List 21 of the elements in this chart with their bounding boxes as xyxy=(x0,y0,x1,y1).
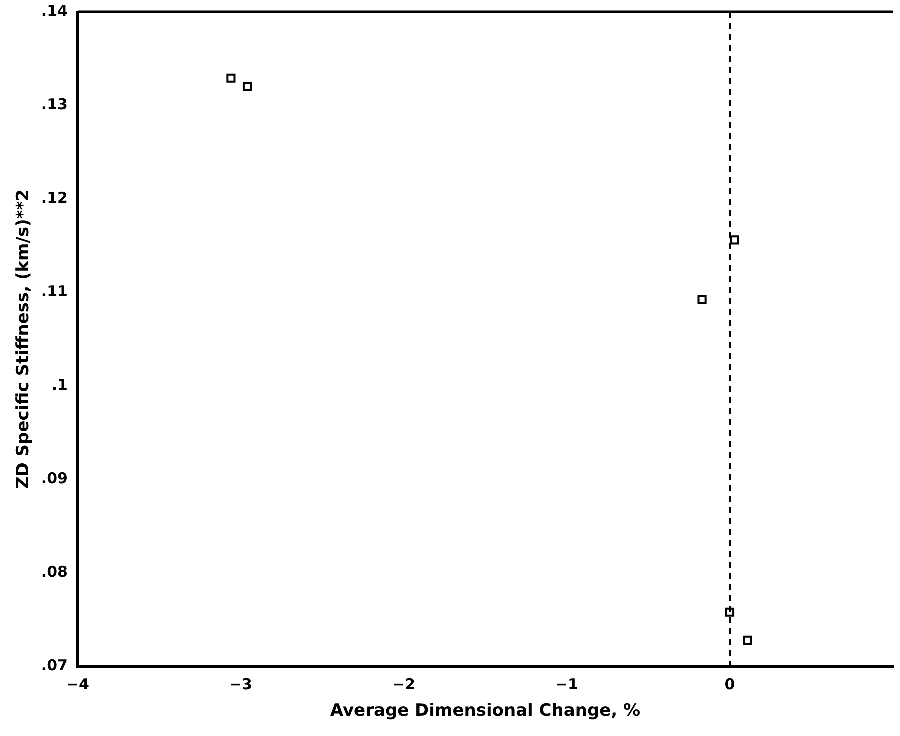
y-tick-label: .12 xyxy=(41,188,68,207)
x-axis-title: Average Dimensional Change, % xyxy=(330,701,641,722)
y-tick-label: .07 xyxy=(41,656,68,674)
point xyxy=(730,236,740,245)
y-tick-label: .11 xyxy=(41,282,68,300)
y-tick-label: .09 xyxy=(41,469,68,488)
x-tick-label: −3 xyxy=(229,675,252,694)
point xyxy=(242,82,252,92)
x-tick-label: 0 xyxy=(724,675,736,694)
y-tick-label: .08 xyxy=(41,562,68,581)
point xyxy=(725,608,735,617)
point xyxy=(226,74,236,83)
x-tick-label: −4 xyxy=(66,675,90,694)
y-tick-label: .1 xyxy=(52,376,68,394)
y-tick-label: .14 xyxy=(41,2,68,20)
point xyxy=(743,636,752,645)
point xyxy=(698,295,707,305)
x-tick-label: −2 xyxy=(392,675,416,694)
y-tick-label: .13 xyxy=(41,95,68,114)
y-axis-title: ZD Specific Stiffness, (km/s)**2 xyxy=(14,190,34,490)
x-tick-label: −1 xyxy=(555,675,578,694)
